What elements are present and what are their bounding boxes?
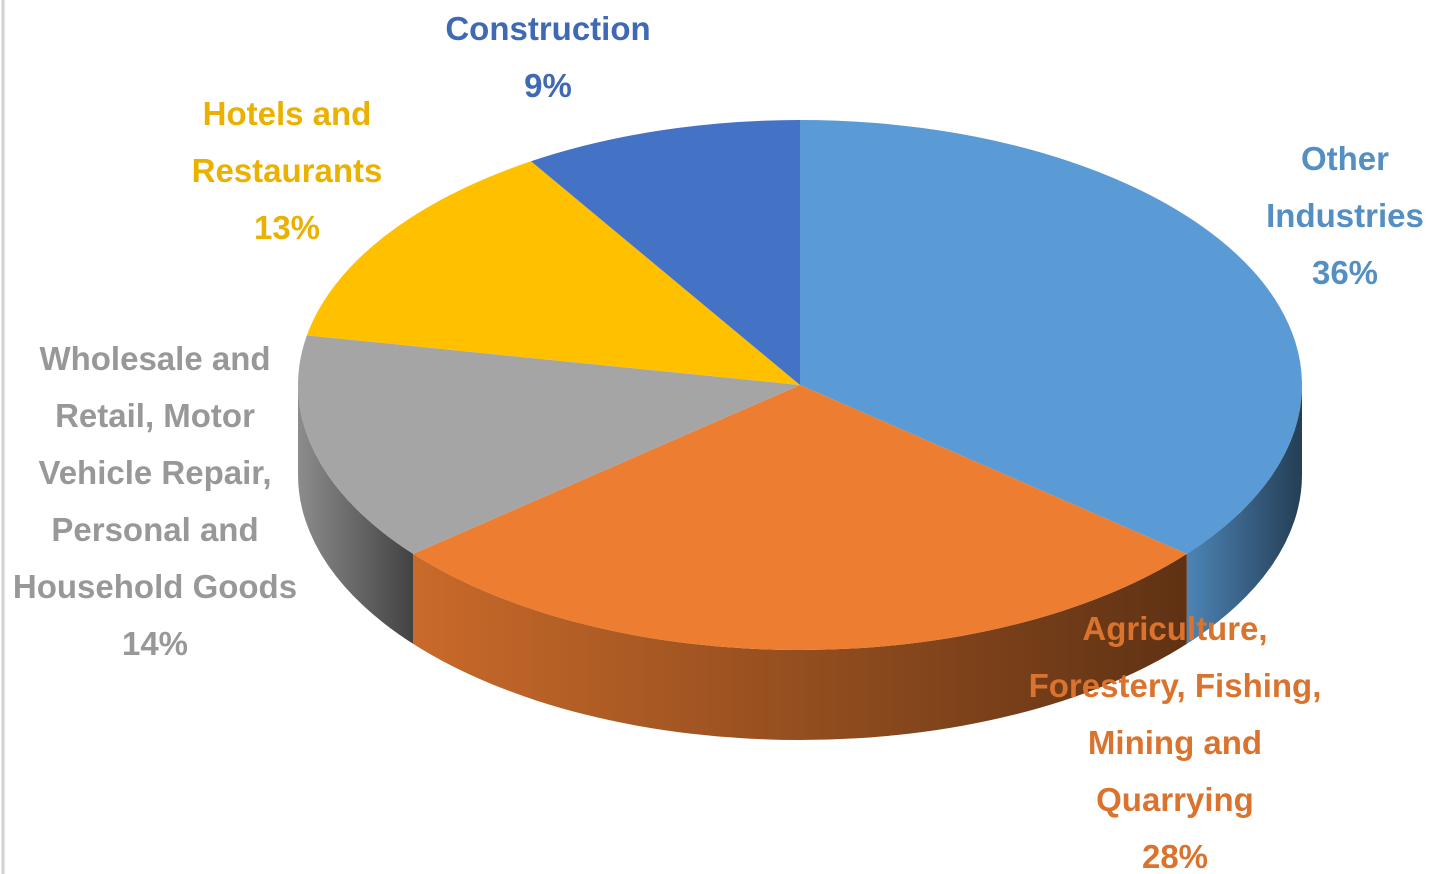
slice — [306, 161, 800, 385]
data-label: Other Industries 36% — [1235, 130, 1448, 301]
slice-side — [298, 385, 414, 644]
data-label: Wholesale and Retail, Motor Vehicle Repa… — [5, 330, 305, 672]
category-label: Wholesale and Retail, Motor Vehicle Repa… — [12, 340, 298, 605]
data-label: Construction 9% — [408, 0, 688, 114]
category-label: Construction — [445, 10, 651, 47]
value-label: 13% — [253, 209, 321, 246]
category-label: Other Industries — [1266, 140, 1424, 234]
slice — [800, 120, 1302, 554]
value-label: 14% — [121, 625, 189, 662]
value-label: 28% — [1141, 838, 1209, 874]
slice — [413, 385, 1187, 651]
slice-side — [413, 553, 1187, 740]
category-label: Agriculture, Forestery, Fishing, Mining … — [1028, 610, 1322, 818]
slice-side — [1186, 385, 1302, 644]
value-label: 9% — [524, 67, 572, 104]
category-label: Hotels and Restaurants — [191, 95, 383, 189]
value-label: 36% — [1311, 254, 1379, 291]
slice — [531, 120, 800, 385]
data-label: Agriculture, Forestery, Fishing, Mining … — [1020, 600, 1330, 874]
slice — [298, 335, 800, 554]
data-label: Hotels and Restaurants 13% — [162, 85, 412, 256]
